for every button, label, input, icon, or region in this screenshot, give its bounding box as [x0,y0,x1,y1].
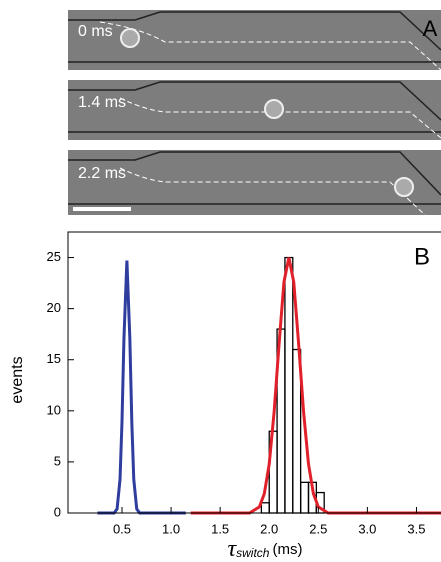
channel-wall [68,151,441,205]
y-tick-label: 15 [47,351,61,366]
y-tick-label: 20 [47,300,61,315]
frame: 2.2 ms [68,150,441,216]
y-tick-label: 0 [54,504,61,519]
chart: B events τswitch (ms) 0 5 10 15 20 25 0.5 1.0 1.5… [9,231,441,562]
frames: 0 ms A 1.4 ms 2.2 ms [68,10,441,216]
dashed-guide [99,21,441,71]
x-tick-label: 2.5 [309,521,327,536]
frame-time: 1.4 ms [78,94,126,111]
y-tick-label: 25 [47,249,61,264]
fit-curve [97,260,186,515]
x-tick-label: 2.0 [260,521,278,536]
y-tick-label: 5 [54,453,61,468]
x-subscript: switch [236,546,270,560]
panel-label: A [423,16,438,41]
x-tick-label: 3.5 [407,521,425,536]
frame-time: 2.2 ms [78,165,126,182]
axes-frame [67,231,441,514]
cell [264,99,284,119]
x-tick-label: 1.0 [162,521,180,536]
y-tick-label: 10 [47,402,61,417]
channel-wall [160,11,441,51]
frame: 0 ms A [68,10,441,71]
x-tick-label: 1.5 [211,521,229,536]
panel-label: B [414,243,430,270]
frame-time: 0 ms [78,23,113,40]
cell [120,28,140,48]
x-tick-label: 0.5 [113,521,131,536]
channel-wall [68,11,441,63]
frame: 1.4 ms [68,80,441,140]
bar [299,481,310,514]
x-tick-label: 3.0 [358,521,376,536]
x-axis-label: τswitch (ms) [228,536,303,562]
y-axis-label: events [9,356,26,403]
bar [260,502,270,514]
channel-wall [68,81,441,133]
scale-bar [73,207,131,211]
bar [284,256,294,514]
cell [394,177,414,197]
x-symbol: τ [228,536,238,562]
fit-curve [190,257,441,515]
x-unit: (ms) [272,541,302,558]
